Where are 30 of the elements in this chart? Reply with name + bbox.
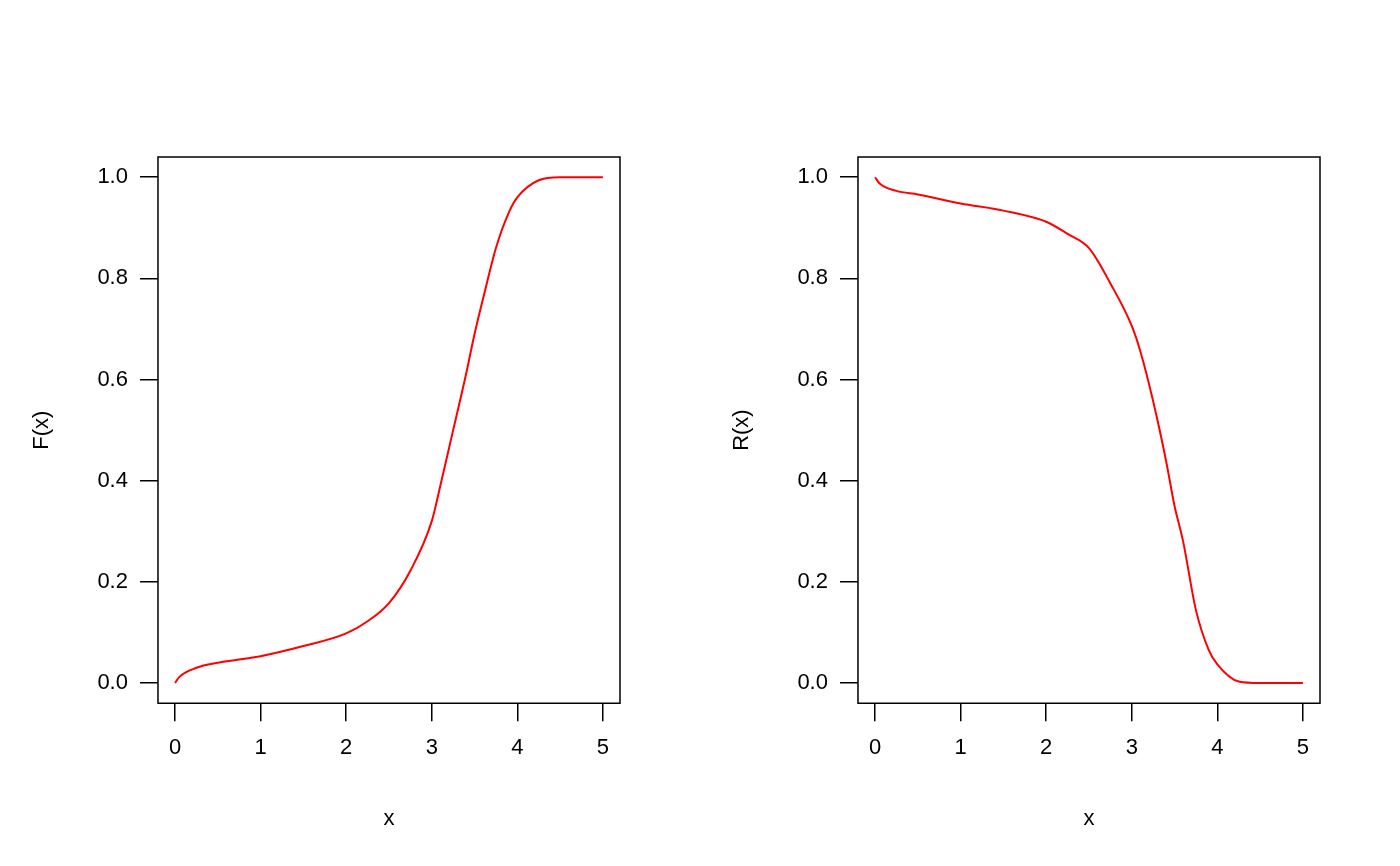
line-series — [874, 176, 1304, 684]
x-tick-label: 0 — [168, 734, 182, 760]
x-axis-title: x — [1083, 804, 1095, 830]
x-tick-label: 0 — [868, 734, 882, 760]
x-tick-label: 2 — [1040, 734, 1053, 760]
y-axis-title: F(x) — [28, 410, 54, 450]
x-tick-label: 3 — [425, 734, 438, 760]
x-tick-label: 3 — [1125, 734, 1138, 760]
y-tick-label: 0.6 — [797, 365, 828, 391]
y-tick-label: 0.0 — [97, 669, 128, 695]
y-tick-label: 1.0 — [97, 163, 128, 189]
y-tick-label: 0.2 — [797, 567, 828, 593]
x-tick-label: 1 — [954, 734, 967, 760]
y-tick-label: 0.8 — [797, 264, 828, 290]
y-axis-title: R(x) — [728, 409, 754, 451]
x-tick-label: 5 — [596, 734, 610, 760]
y-tick-label: 0.0 — [797, 669, 828, 695]
y-tick-label: 0.6 — [97, 365, 128, 391]
x-tick-label: 5 — [1296, 734, 1310, 760]
x-tick-label: 4 — [511, 734, 524, 760]
x-tick-label: 2 — [340, 734, 353, 760]
x-tick-label: 1 — [254, 734, 267, 760]
y-tick-label: 0.4 — [97, 466, 128, 492]
y-tick-label: 0.4 — [797, 466, 828, 492]
line-series — [174, 176, 604, 684]
y-tick-label: 1.0 — [797, 163, 828, 189]
x-tick-label: 4 — [1211, 734, 1224, 760]
y-tick-label: 0.8 — [97, 264, 128, 290]
y-tick-label: 0.2 — [97, 567, 128, 593]
x-axis-title: x — [383, 804, 395, 830]
